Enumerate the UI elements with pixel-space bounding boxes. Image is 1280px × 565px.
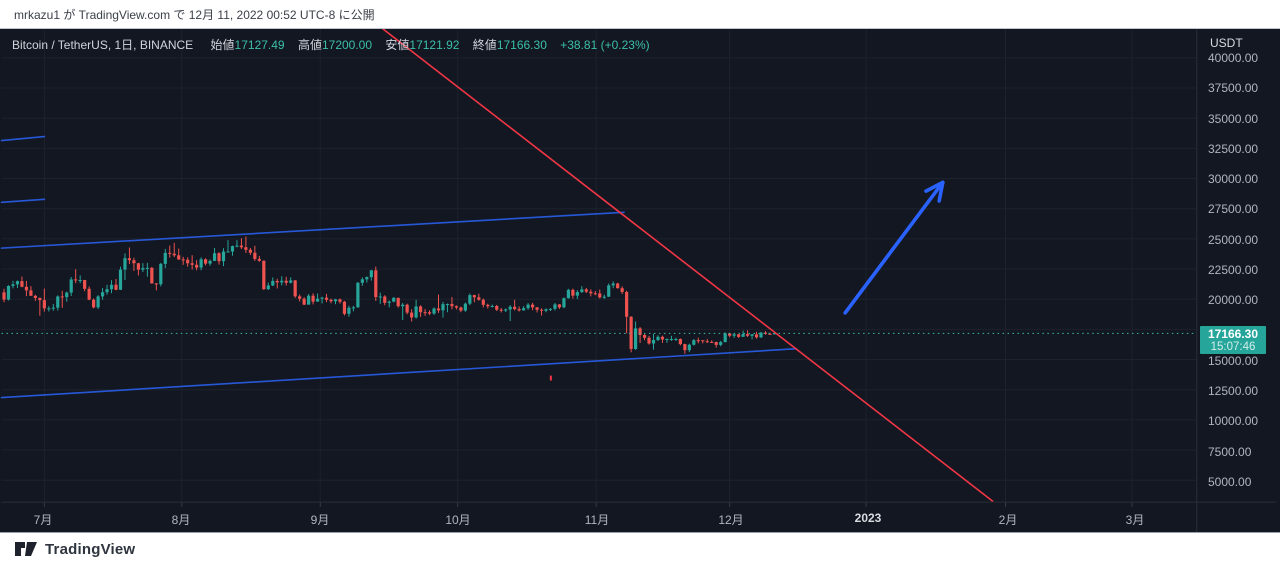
close-value: 17166.30 [496, 38, 547, 52]
close-label: 終値 [472, 38, 497, 52]
bullish-projection-arrow [843, 180, 945, 315]
change-value: +38.81 (+0.23%) [560, 38, 650, 52]
publish-info-text: mrkazu1 が TradingView.com で 12月 11, 2022… [14, 7, 375, 22]
price-tick-label: 20000.00 [1208, 293, 1259, 308]
lower-support-line [0, 347, 798, 399]
price-tick-label: 40000.00 [1208, 51, 1259, 65]
low-value: 17121.92 [409, 38, 460, 52]
time-tick-label: 7月 [33, 513, 53, 527]
price-tick-label: 32500.00 [1208, 141, 1259, 156]
last-price-value: 17166.30 [1207, 326, 1259, 341]
price-tick-label: 37500.00 [1208, 81, 1259, 96]
time-tick-label: 12月 [718, 513, 744, 527]
price-tick-label: 15000.00 [1208, 353, 1259, 368]
publish-info-bar: mrkazu1 が TradingView.com で 12月 11, 2022… [0, 0, 1280, 28]
currency-label: USDT [1210, 36, 1243, 50]
time-tick-label: 2月 [998, 513, 1018, 527]
price-tick-label: 5000.00 [1208, 475, 1252, 489]
upper-support-line [0, 211, 625, 249]
time-tick-label: 2023 [854, 511, 882, 525]
open-value: 17127.49 [234, 38, 285, 52]
open-label: 始値 [210, 38, 235, 52]
time-tick-label: 10月 [445, 513, 471, 527]
grid-lines [1, 29, 1197, 503]
high-value: 17200.00 [321, 38, 373, 52]
price-tick-label: 10000.00 [1208, 414, 1259, 429]
high-label: 高値 [297, 38, 322, 52]
trendline-drawings[interactable] [0, 29, 994, 502]
axis-separators [1, 29, 1277, 532]
price-tick-label: 27500.00 [1208, 202, 1259, 217]
low-label: 安値 [385, 38, 410, 52]
tradingview-logo-icon[interactable] [14, 540, 38, 558]
time-tick-label: 9月 [310, 513, 330, 527]
chart-canvas[interactable] [0, 29, 1278, 532]
bar-countdown: 15:07:46 [1210, 340, 1256, 353]
descending-resistance-line [382, 29, 994, 502]
stray-red-mark [549, 375, 552, 381]
tradingview-wordmark[interactable]: TradingView [45, 540, 136, 558]
last-price-label: 17166.30 15:07:46 [1200, 325, 1266, 354]
short-trendline-a [0, 135, 46, 142]
time-tick-label: 11月 [584, 513, 610, 527]
footer-bar: TradingView [0, 533, 1280, 565]
short-trendline-b [0, 198, 46, 204]
price-tick-label: 12500.00 [1208, 384, 1259, 399]
chart-area[interactable]: Bitcoin / TetherUS, 1日, BINANCE 始値17127.… [0, 28, 1280, 533]
time-tick-label: 8月 [171, 513, 191, 527]
time-tick-label: 3月 [1125, 513, 1145, 527]
symbol-title: Bitcoin / TetherUS, 1日, BINANCE [12, 38, 194, 52]
price-tick-label: 25000.00 [1208, 232, 1259, 247]
price-tick-label: 22500.00 [1208, 263, 1259, 277]
price-tick-label: 35000.00 [1208, 111, 1259, 126]
price-tick-label: 7500.00 [1208, 444, 1252, 459]
candlesticks [1, 236, 1197, 354]
symbol-legend: Bitcoin / TetherUS, 1日, BINANCE 始値17127.… [12, 36, 650, 53]
price-tick-label: 30000.00 [1208, 172, 1259, 187]
